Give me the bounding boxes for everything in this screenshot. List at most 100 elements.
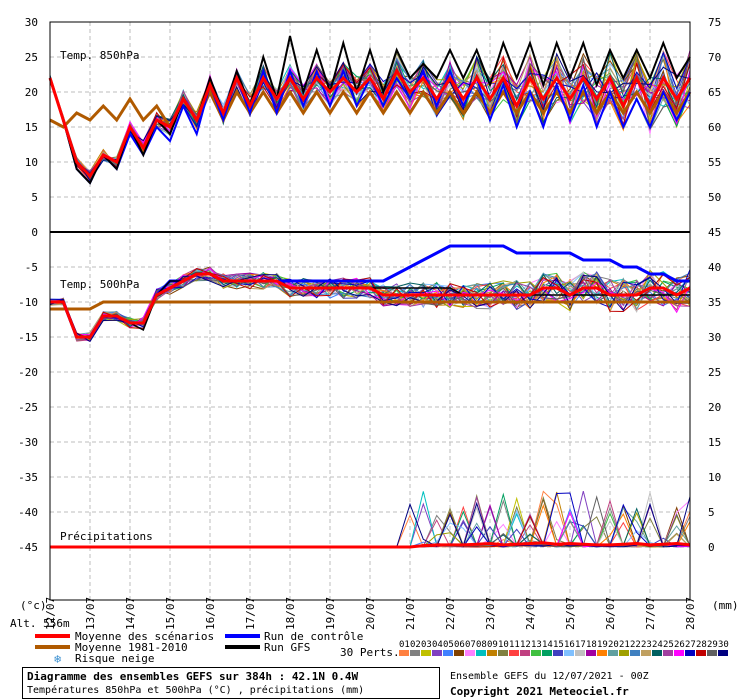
perturbation-number: 28 — [696, 640, 707, 650]
perturbation-swatch — [652, 650, 662, 656]
y2-tick-label: 55 — [708, 156, 721, 169]
scenario-mean-t500 — [50, 272, 691, 339]
perturbation-swatch — [564, 650, 574, 656]
perturbation-line-t850 — [49, 52, 691, 182]
snowflake-icon: ❄ — [54, 652, 61, 666]
perturbation-number: 29 — [707, 640, 718, 650]
perturbation-swatch — [685, 650, 695, 656]
perturbation-number: 01 — [399, 640, 410, 650]
y-tick-label: -25 — [18, 401, 38, 414]
perturbation-number: 22 — [630, 640, 641, 650]
x-tick-label: 15/07 — [164, 597, 177, 630]
panel-t500-label: Temp. 500hPa — [60, 278, 139, 291]
y2-tick-label: 10 — [708, 471, 721, 484]
perturbation-swatch — [696, 650, 706, 656]
y-tick-label: -45 — [18, 541, 38, 554]
perturbation-swatch — [509, 650, 519, 656]
left-unit-label: (°c) — [20, 599, 47, 612]
perturbation-number: 21 — [619, 640, 630, 650]
x-tick-label: 14/07 — [124, 597, 137, 630]
perturbation-swatch — [520, 650, 530, 656]
y2-tick-label: 75 — [708, 16, 721, 29]
perturbation-number: 17 — [575, 640, 586, 650]
perturbation-number: 19 — [597, 640, 608, 650]
y2-tick-label: 40 — [708, 261, 721, 274]
plot-frame — [49, 21, 691, 601]
y-tick-label: 15 — [25, 121, 38, 134]
y-tick-label: -10 — [18, 296, 38, 309]
right-unit-label: (mm) — [712, 599, 739, 612]
perturbation-number: 20 — [608, 640, 619, 650]
x-tick-label: 25/07 — [564, 597, 577, 630]
climate-mean-t850 — [49, 88, 692, 131]
perturbation-number: 11 — [509, 640, 520, 650]
perturbation-swatch — [421, 650, 431, 656]
y2-tick-label: 5 — [708, 506, 715, 519]
y2-tick-label: 25 — [708, 366, 721, 379]
y2-tick-label: 70 — [708, 51, 721, 64]
perturbation-swatch — [663, 650, 673, 656]
perturbation-number: 23 — [641, 640, 652, 650]
x-tick-label: 12/07 — [44, 597, 57, 630]
y-tick-label: 10 — [25, 156, 38, 169]
perturbation-swatch — [553, 650, 563, 656]
perturbation-swatch — [432, 650, 442, 656]
perturbation-number: 25 — [663, 640, 674, 650]
perturbation-legend: 01 02 03 04 05 06 07 08 09 10 11 12 13 14 15 16 17 18 19 20… — [399, 640, 729, 656]
y-tick-label: -20 — [18, 366, 38, 379]
perturbation-number: 03 — [421, 640, 432, 650]
perturbation-number: 06 — [454, 640, 465, 650]
perturbations-label: 30 Perts. — [340, 646, 400, 659]
perturbation-swatch — [476, 650, 486, 656]
x-tick-label: 16/07 — [204, 597, 217, 630]
perturbation-number: 07 — [465, 640, 476, 650]
x-tick-label: 28/07 — [684, 597, 697, 630]
perturbation-swatch — [707, 650, 717, 656]
y-tick-label: -35 — [18, 471, 38, 484]
perturbation-swatch — [498, 650, 508, 656]
perturbation-swatch — [575, 650, 585, 656]
y-tick-label: 5 — [31, 191, 38, 204]
perturbation-swatch — [454, 650, 464, 656]
perturbation-swatch — [597, 650, 607, 656]
perturbation-number: 02 — [410, 640, 421, 650]
y-tick-label: -15 — [18, 331, 38, 344]
perturbation-number: 09 — [487, 640, 498, 650]
x-tick-label: 26/07 — [604, 597, 617, 630]
panel-t850-label: Temp. 850hPa — [60, 49, 139, 62]
perturbation-number: 15 — [553, 640, 564, 650]
x-tick-label: 13/07 — [84, 597, 97, 630]
perturbation-swatch — [410, 650, 420, 656]
y2-tick-label: 35 — [708, 296, 721, 309]
panel-precip-label: Précipitations — [60, 530, 153, 543]
perturbation-number: 08 — [476, 640, 487, 650]
main-series — [48, 35, 692, 549]
axes — [49, 21, 691, 601]
x-tick-label: 24/07 — [524, 597, 537, 630]
scenario-mean-t850 — [48, 67, 692, 179]
y-tick-label: 20 — [25, 86, 38, 99]
y-tick-label: -5 — [25, 261, 38, 274]
perturbation-number: 05 — [443, 640, 454, 650]
perturbation-swatch — [443, 650, 453, 656]
x-tick-label: 19/07 — [324, 597, 337, 630]
x-tick-label: 22/07 — [444, 597, 457, 630]
perturbation-swatch — [586, 650, 596, 656]
footer-title: Diagramme des ensembles GEFS sur 384h : … — [27, 670, 359, 683]
perturbation-swatch — [674, 650, 684, 656]
y-tick-label: 0 — [31, 226, 38, 239]
legend-label-climate: Moyenne 1981-2010 — [75, 641, 188, 654]
y-tick-label: 30 — [25, 16, 38, 29]
perturbation-swatch — [531, 650, 541, 656]
perturbation-number: 14 — [542, 640, 553, 650]
perturbation-number: 12 — [520, 640, 531, 650]
y2-tick-label: 65 — [708, 86, 721, 99]
tick-labels: 12/07 13/07 14/07 15/07 16/07 17/07 18/07 19/07… — [18, 16, 721, 630]
perturbation-swatch — [718, 650, 728, 656]
perturbation-swatch — [465, 650, 475, 656]
x-tick-label: 17/07 — [244, 597, 257, 630]
perturbation-swatch — [630, 650, 640, 656]
copyright: Copyright 2021 Meteociel.fr — [450, 685, 629, 698]
x-tick-label: 27/07 — [644, 597, 657, 630]
